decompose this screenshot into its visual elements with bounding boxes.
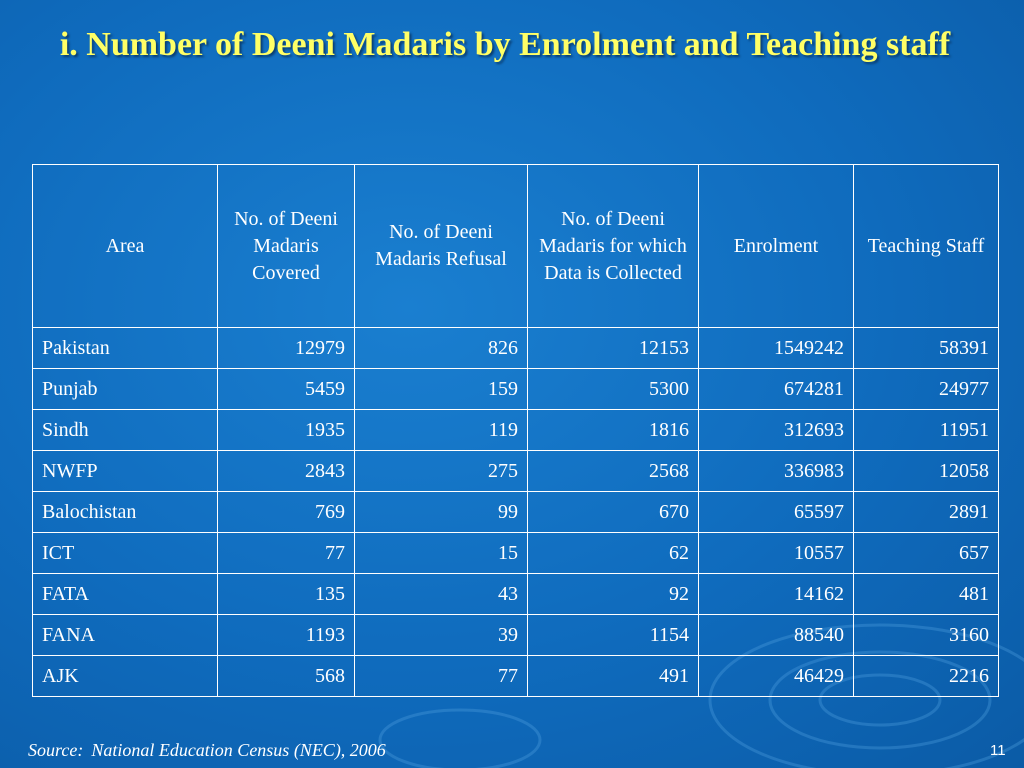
value-cell: 12153 xyxy=(527,327,699,369)
value-cell: 2568 xyxy=(527,450,699,492)
value-cell: 62 xyxy=(527,532,699,574)
value-cell: 769 xyxy=(217,491,355,533)
value-cell: 11951 xyxy=(853,409,999,451)
value-cell: 5300 xyxy=(527,368,699,410)
value-cell: 2216 xyxy=(853,655,999,697)
value-cell: 92 xyxy=(527,573,699,615)
table-row: Balochistan 769 99 670 65597 2891 xyxy=(32,491,999,533)
table-row: FATA 135 43 92 14162 481 xyxy=(32,573,999,615)
value-cell: 159 xyxy=(354,368,528,410)
value-cell: 15 xyxy=(354,532,528,574)
value-cell: 336983 xyxy=(698,450,854,492)
value-cell: 58391 xyxy=(853,327,999,369)
area-cell: NWFP xyxy=(32,450,218,492)
source: Source: National Education Census (NEC), … xyxy=(28,740,386,761)
value-cell: 77 xyxy=(217,532,355,574)
value-cell: 1935 xyxy=(217,409,355,451)
value-cell: 119 xyxy=(354,409,528,451)
table-row: Sindh 1935 119 1816 312693 11951 xyxy=(32,409,999,451)
value-cell: 1193 xyxy=(217,614,355,656)
value-cell: 5459 xyxy=(217,368,355,410)
value-cell: 1816 xyxy=(527,409,699,451)
value-cell: 2891 xyxy=(853,491,999,533)
value-cell: 275 xyxy=(354,450,528,492)
value-cell: 12979 xyxy=(217,327,355,369)
value-cell: 12058 xyxy=(853,450,999,492)
source-label: Source: xyxy=(28,740,84,760)
column-header: No. of Deeni Madaris Refusal xyxy=(354,164,528,328)
area-cell: Pakistan xyxy=(32,327,218,369)
value-cell: 99 xyxy=(354,491,528,533)
value-cell: 10557 xyxy=(698,532,854,574)
data-table: Area No. of Deeni Madaris Covered No. of D… xyxy=(32,164,999,697)
value-cell: 43 xyxy=(354,573,528,615)
value-cell: 14162 xyxy=(698,573,854,615)
value-cell: 312693 xyxy=(698,409,854,451)
value-cell: 1549242 xyxy=(698,327,854,369)
value-cell: 568 xyxy=(217,655,355,697)
area-cell: FATA xyxy=(32,573,218,615)
area-cell: FANA xyxy=(32,614,218,656)
value-cell: 1154 xyxy=(527,614,699,656)
table-row: Pakistan 12979 826 12153 1549242 58391 xyxy=(32,327,999,369)
column-header: No. of Deeni Madaris for which Data is C… xyxy=(527,164,699,328)
value-cell: 24977 xyxy=(853,368,999,410)
table-row: NWFP 2843 275 2568 336983 12058 xyxy=(32,450,999,492)
value-cell: 39 xyxy=(354,614,528,656)
page-number: 11 xyxy=(990,742,1006,759)
value-cell: 46429 xyxy=(698,655,854,697)
slide-title: i. Number of Deeni Madaris by Enrolment … xyxy=(59,26,951,63)
table-row: ICT 77 15 62 10557 657 xyxy=(32,532,999,574)
value-cell: 657 xyxy=(853,532,999,574)
table-row: FANA 1193 39 1154 88540 3160 xyxy=(32,614,999,656)
area-cell: Punjab xyxy=(32,368,218,410)
column-header: No. of Deeni Madaris Covered xyxy=(217,164,355,328)
value-cell: 88540 xyxy=(698,614,854,656)
value-cell: 481 xyxy=(853,573,999,615)
value-cell: 670 xyxy=(527,491,699,533)
value-cell: 77 xyxy=(354,655,528,697)
table-row: Punjab 5459 159 5300 674281 24977 xyxy=(32,368,999,410)
column-header: Enrolment xyxy=(698,164,854,328)
value-cell: 491 xyxy=(527,655,699,697)
header-row: Area No. of Deeni Madaris Covered No. of D… xyxy=(32,164,999,328)
area-cell: Balochistan xyxy=(32,491,218,533)
column-header: Area xyxy=(32,164,218,328)
area-cell: AJK xyxy=(32,655,218,697)
value-cell: 135 xyxy=(217,573,355,615)
area-cell: Sindh xyxy=(32,409,218,451)
source-text: National Education Census (NEC), 2006 xyxy=(91,740,386,760)
value-cell: 2843 xyxy=(217,450,355,492)
value-cell: 674281 xyxy=(698,368,854,410)
table-body: Pakistan 12979 826 12153 1549242 58391 Punjab 5… xyxy=(32,327,999,697)
value-cell: 826 xyxy=(354,327,528,369)
area-cell: ICT xyxy=(32,532,218,574)
value-cell: 3160 xyxy=(853,614,999,656)
column-header: Teaching Staff xyxy=(853,164,999,328)
value-cell: 65597 xyxy=(698,491,854,533)
table-row: AJK 568 77 491 46429 2216 xyxy=(32,655,999,697)
